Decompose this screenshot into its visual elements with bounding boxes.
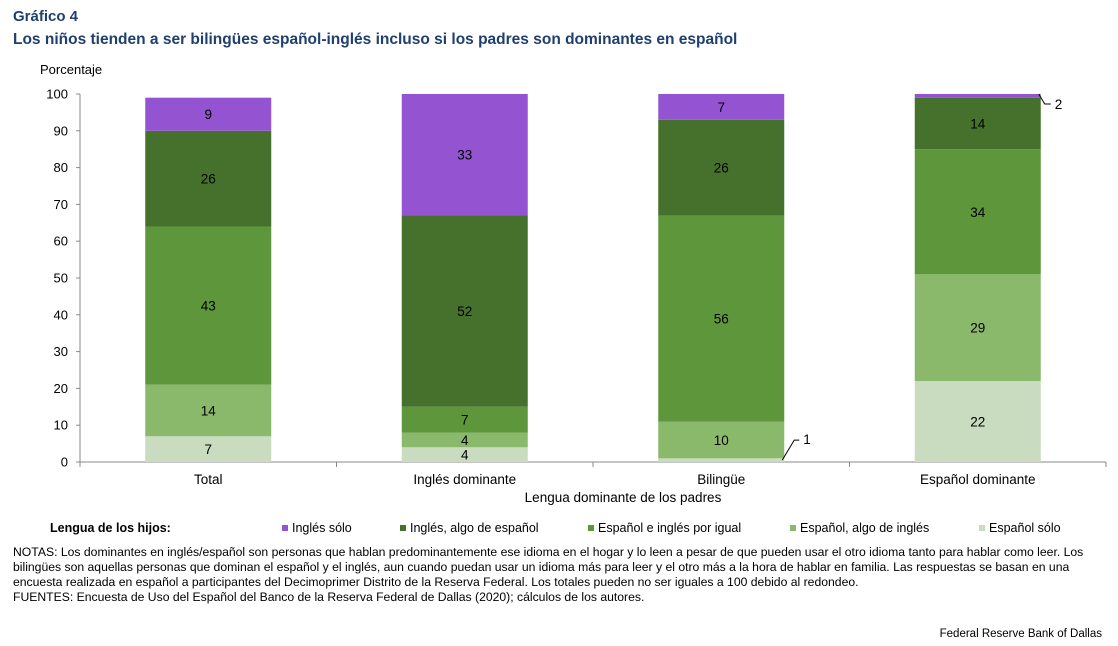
y-axis-label: Porcentaje — [40, 62, 103, 77]
data-label: 14 — [970, 116, 986, 131]
callout-label: 1 — [803, 432, 811, 447]
legend-swatch — [282, 525, 288, 531]
figure-number: Gráfico 4 — [13, 8, 79, 25]
bar-segment — [145, 436, 272, 462]
bar-segment — [401, 447, 528, 462]
bar-segment — [914, 97, 1041, 150]
y-tick-label: 0 — [61, 455, 68, 470]
legend: Lengua de los hijos: Inglés sólo Inglés,… — [0, 521, 1118, 539]
callout-leader — [781, 439, 800, 461]
y-tick-label: 30 — [54, 344, 68, 359]
callout-leader — [1038, 93, 1051, 105]
y-tick-label: 90 — [54, 123, 68, 138]
bar-segment — [401, 406, 528, 433]
x-tick-label: Bilingüe — [697, 472, 745, 487]
notes-text: NOTAS: Los dominantes en inglés/español … — [13, 545, 1084, 589]
bar-segment — [145, 226, 272, 385]
y-tick-label: 50 — [54, 271, 68, 286]
y-tick-label: 70 — [54, 197, 68, 212]
data-label: 26 — [201, 172, 216, 187]
legend-label: Español e inglés por igual — [598, 521, 742, 535]
legend-label: Español sólo — [989, 521, 1061, 535]
legend-item-ingles-algo-espanol: Inglés, algo de español — [400, 521, 539, 535]
legend-item-espanol-ingles-igual: Español e inglés por igual — [588, 521, 741, 535]
credit: Federal Reserve Bank of Dallas — [939, 628, 1102, 640]
notes: NOTAS: Los dominantes en inglés/español … — [13, 545, 1108, 605]
bar-segment — [658, 94, 785, 120]
bar-segment — [658, 421, 785, 459]
legend-label: Español, algo de inglés — [800, 521, 930, 535]
legend-title: Lengua de los hijos: — [50, 521, 171, 535]
data-label: 34 — [970, 205, 986, 220]
data-label: 10 — [714, 433, 729, 448]
data-label: 22 — [970, 415, 985, 430]
bar-segment — [658, 119, 785, 216]
x-tick-label: Total — [194, 472, 223, 487]
x-axis-title: Lengua dominante de los padres — [525, 490, 722, 505]
legend-label: Inglés sólo — [292, 521, 352, 535]
data-label: 7 — [461, 413, 469, 428]
data-label: 4 — [461, 448, 469, 463]
sources-text: FUENTES: Encuesta de Uso del Español del… — [13, 590, 645, 604]
bar-segment — [658, 215, 785, 422]
data-label: 14 — [201, 403, 217, 418]
bar-segment — [145, 130, 272, 227]
y-tick-label: 20 — [54, 381, 68, 396]
bar-segment — [914, 94, 1041, 98]
bar-segment — [401, 432, 528, 448]
bar-segment — [401, 94, 528, 216]
y-tick-label: 60 — [54, 234, 68, 249]
bar-segment — [401, 215, 528, 407]
chart-title: Los niños tienden a ser bilingües españo… — [13, 31, 738, 48]
legend-label: Inglés, algo de español — [410, 521, 539, 535]
bar-segment — [145, 384, 272, 437]
data-label: 33 — [457, 148, 472, 163]
bar-segment — [914, 149, 1041, 275]
bar-segment — [658, 458, 785, 462]
y-tick-label: 100 — [46, 87, 68, 102]
legend-swatch — [790, 525, 796, 531]
bar-segment — [145, 97, 272, 131]
legend-item-espanol-algo-ingles: Español, algo de inglés — [790, 521, 929, 535]
legend-item-espanol-solo: Español sólo — [979, 521, 1061, 535]
y-tick-label: 10 — [54, 418, 68, 433]
data-label: 26 — [714, 161, 729, 176]
legend-swatch — [979, 525, 985, 531]
y-tick-label: 40 — [54, 307, 68, 322]
bar-segment — [914, 381, 1041, 462]
data-label: 7 — [204, 442, 212, 457]
stacked-bar-chart: 0 10 20 30 40 50 60 70 80 90 100 7 14 43 26 9 Total 44 7 52… — [46, 87, 1107, 505]
y-tick-label: 80 — [54, 160, 68, 175]
legend-swatch — [400, 525, 406, 531]
bar-segment — [914, 274, 1041, 382]
data-label: 4 — [461, 433, 469, 448]
legend-item-ingles-solo: Inglés sólo — [282, 521, 352, 535]
data-label: 56 — [714, 311, 729, 326]
data-label: 43 — [201, 299, 216, 314]
data-label: 7 — [717, 100, 725, 115]
data-label: 9 — [204, 107, 212, 122]
data-label: 29 — [970, 321, 985, 336]
x-tick-label: Español dominante — [920, 472, 1036, 487]
callout-label: 2 — [1055, 97, 1063, 112]
legend-swatch — [588, 525, 594, 531]
data-label: 52 — [457, 304, 472, 319]
x-tick-label: Inglés dominante — [413, 472, 516, 487]
